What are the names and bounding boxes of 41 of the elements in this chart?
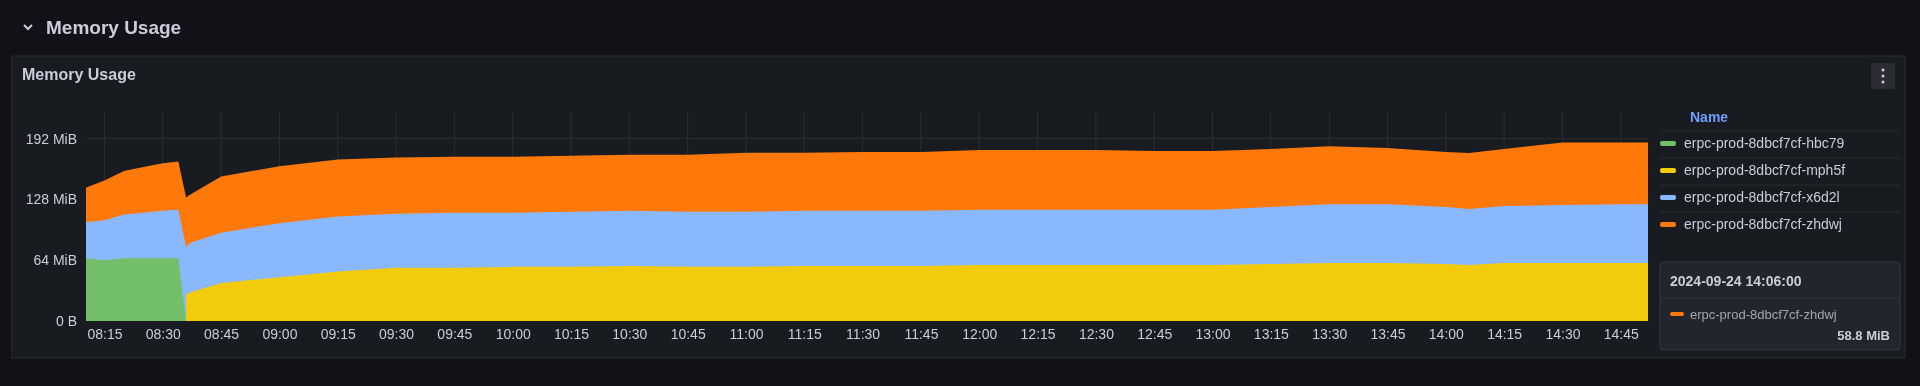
chart-subtitle: Memory Usage [46, 17, 182, 38]
x-tick-label: 08:30 [145, 325, 181, 342]
x-tick-label: 10:30 [612, 325, 648, 342]
x-tick-label: 11:00 [729, 325, 764, 342]
x-tick-label: 10:15 [553, 325, 590, 342]
y-tick-label: 64 MiB [33, 252, 77, 269]
x-tick-label: 14:30 [1545, 325, 1581, 342]
y-tick-label: 0 B [55, 312, 77, 329]
x-tick-label: 09:45 [437, 325, 473, 342]
y-tick-label: 192 MiB [25, 130, 77, 147]
text: 58.8 MiB [1837, 328, 1890, 343]
x-tick-label: 14:45 [1603, 325, 1640, 342]
text: 2024-09-24 14:06:00 [1670, 273, 1802, 289]
x-tick-label: 12:00 [962, 325, 998, 342]
x-tick-label: 14:15 [1487, 325, 1523, 342]
x-tick-label: 12:30 [1078, 325, 1115, 342]
legend-label: erpc-prod-8dbcf7cf-x6d2l [1684, 189, 1840, 205]
x-tick-label: 11:30 [846, 325, 881, 342]
x-tick-label: 13:30 [1312, 325, 1348, 342]
x-tick-label: 09:15 [320, 325, 356, 342]
x-tick-label: 09:30 [379, 325, 415, 342]
legend-label: erpc-prod-8dbcf7cf-zhdwj [1684, 216, 1842, 232]
text: erpc-prod-8dbcf7cf-zhdwj [1690, 307, 1837, 322]
x-tick-label: 12:45 [1137, 325, 1173, 342]
x-tick-label: 10:45 [670, 325, 706, 342]
x-tick-label: 10:00 [495, 325, 531, 342]
x-tick-label: 08:45 [204, 325, 240, 342]
legend-label: erpc-prod-8dbcf7cf-hbc79 [1684, 135, 1845, 151]
x-tick-label: 12:15 [1020, 325, 1056, 342]
x-tick-label: 08:15 [87, 325, 123, 342]
legend-title: Name [1690, 109, 1729, 125]
y-tick-label: 128 MiB [25, 191, 77, 208]
x-tick-label: 13:15 [1253, 325, 1290, 342]
x-tick-label: 11:15 [787, 325, 822, 342]
x-tick-label: 09:00 [262, 325, 298, 342]
x-tick-label: 13:00 [1195, 325, 1231, 342]
chart-title: Memory Usage [22, 66, 136, 83]
x-tick-label: 13:45 [1370, 325, 1406, 342]
legend-label: erpc-prod-8dbcf7cf-mph5f [1684, 162, 1846, 178]
x-tick-label: 14:00 [1428, 325, 1465, 342]
x-tick-label: 11:45 [904, 325, 939, 342]
